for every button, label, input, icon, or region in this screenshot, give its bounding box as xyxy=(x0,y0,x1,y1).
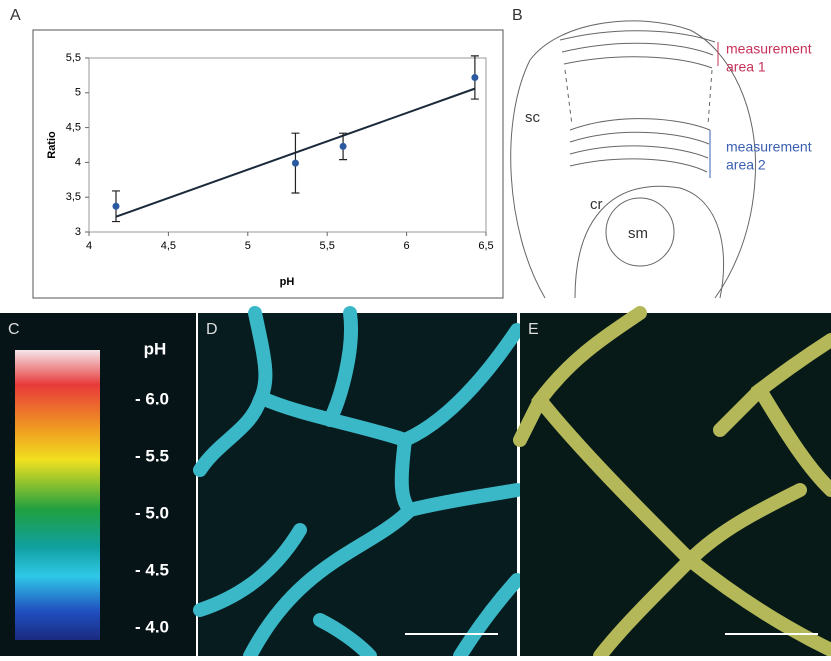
x-tick-label: 4 xyxy=(86,240,92,252)
arc xyxy=(562,43,713,55)
colorbar xyxy=(15,350,100,640)
arc xyxy=(570,119,710,130)
diagram-label: cr xyxy=(590,196,603,213)
micrograph xyxy=(198,313,517,656)
diagram-label: sm xyxy=(628,225,648,242)
point xyxy=(112,203,119,210)
y-tick-label: 3 xyxy=(75,226,81,238)
y-tick-label: 5,5 xyxy=(66,52,81,64)
arc xyxy=(570,159,707,172)
y-axis-label: Ratio xyxy=(46,131,58,159)
micrograph xyxy=(520,313,831,656)
x-tick-label: 6,5 xyxy=(478,240,493,252)
x-tick-label: 6 xyxy=(404,240,410,252)
chart: 4 4,5 5 5,5 6 6,5 3 3,5 4 4,5 5 5,5 xyxy=(66,52,494,252)
colorbar-tick-label: - 6.0 xyxy=(135,389,169,408)
diagram-label: sc xyxy=(525,109,541,126)
arc xyxy=(570,146,708,158)
x-tick-label: 5 xyxy=(245,240,251,252)
panel-label: D xyxy=(206,321,218,338)
panel-label: E xyxy=(528,321,539,338)
colorbar-tick-label: - 4.0 xyxy=(135,617,169,636)
y-tick-label: 3,5 xyxy=(66,191,81,203)
figure: A pH Ratio 4 4,5 5 5,5 6 6,5 3 3,5 4 4,5 5 5,5 B sc… xyxy=(0,0,831,656)
colorbar-title: pH xyxy=(144,339,167,358)
annotation: measurement xyxy=(726,139,812,155)
panel-label: B xyxy=(512,7,523,24)
guide xyxy=(565,70,712,125)
annotation: measurement xyxy=(726,41,812,57)
x-axis-label: pH xyxy=(280,276,295,288)
point xyxy=(340,143,347,150)
outline xyxy=(511,21,756,298)
point xyxy=(292,160,299,167)
panel-frame xyxy=(33,30,503,298)
annotation: area 1 xyxy=(726,59,766,75)
panel-background xyxy=(198,313,517,656)
colorbar-tick-label: - 5.0 xyxy=(135,503,169,522)
y-tick-label: 4 xyxy=(75,156,81,168)
arc xyxy=(564,57,712,68)
panel-label: A xyxy=(10,7,21,24)
x-tick-label: 5,5 xyxy=(320,240,335,252)
panel-label: C xyxy=(8,321,20,338)
colorbar-tick-label: - 5.5 xyxy=(135,446,169,465)
arc xyxy=(570,132,709,144)
y-tick-label: 4,5 xyxy=(66,122,81,134)
colorbar-tick-label: - 4.5 xyxy=(135,560,169,579)
point xyxy=(471,74,478,81)
annotation: area 2 xyxy=(726,157,766,173)
arc xyxy=(560,31,715,42)
y-tick-label: 5 xyxy=(75,87,81,99)
diagram xyxy=(511,21,756,298)
x-tick-label: 4,5 xyxy=(161,240,176,252)
